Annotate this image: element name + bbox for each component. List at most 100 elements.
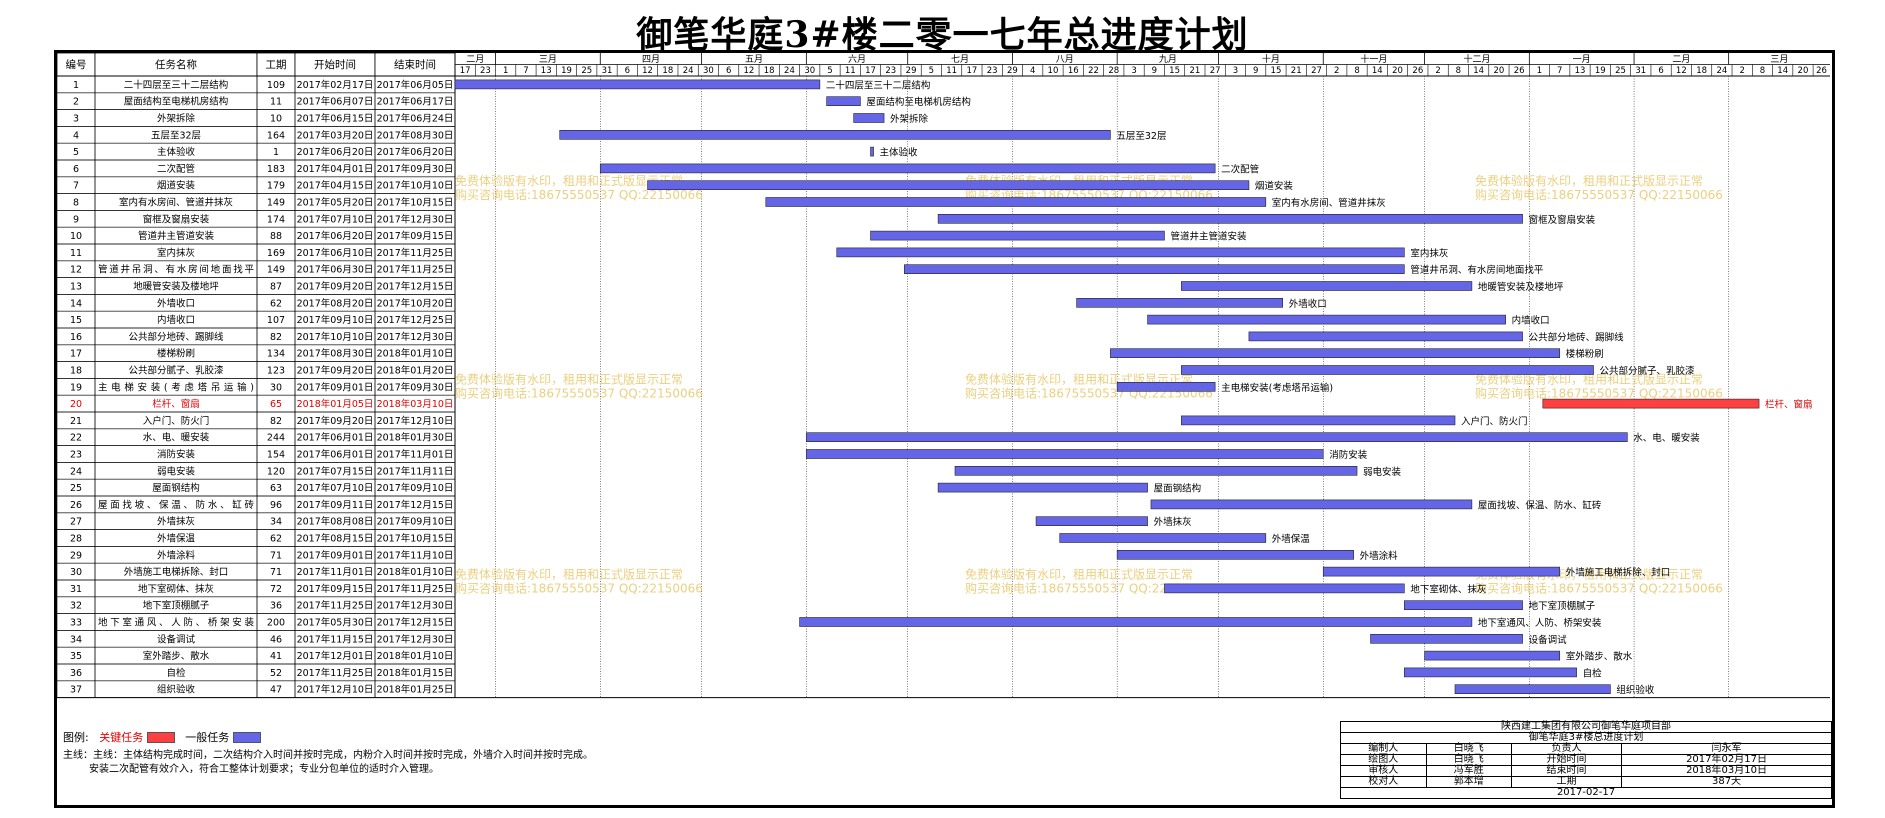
task-bar bbox=[1424, 650, 1561, 661]
task-bar bbox=[1076, 298, 1284, 308]
tick-label: 5 bbox=[827, 66, 832, 76]
task-start: 2017年11月25日 bbox=[297, 667, 374, 679]
task-end: 2017年12月15日 bbox=[377, 617, 454, 629]
bar-label: 自检 bbox=[1583, 667, 1603, 679]
tick-label: 20 bbox=[1798, 66, 1809, 76]
info-cell: 387天 bbox=[1621, 776, 1832, 788]
task-duration: 200 bbox=[267, 618, 285, 629]
info-date: 2017-02-17 bbox=[1340, 787, 1832, 799]
task-bar bbox=[870, 230, 1165, 241]
tick-label: 8 bbox=[1760, 66, 1765, 76]
task-id: 12 bbox=[70, 265, 82, 276]
bar-label: 主电梯安装(考虑塔吊运输) bbox=[1221, 382, 1333, 394]
task-duration: 46 bbox=[270, 634, 282, 645]
task-start: 2017年09月01日 bbox=[297, 549, 374, 561]
info-cell: 审核人 bbox=[1340, 765, 1427, 777]
bar-label: 外架拆除 bbox=[890, 113, 929, 125]
task-duration: 11 bbox=[270, 97, 282, 108]
task-duration: 62 bbox=[270, 298, 282, 309]
watermark-line-2: 购买咨询电话:18675550537 QQ:22150066 bbox=[965, 580, 1213, 595]
info-cell: 绘图人 bbox=[1340, 754, 1427, 766]
info-cell: 白晓飞 bbox=[1425, 754, 1513, 766]
task-id: 10 bbox=[70, 231, 82, 242]
task-bar bbox=[1404, 600, 1523, 611]
bar-label: 室内抹灰 bbox=[1410, 247, 1448, 259]
tick-label: 15 bbox=[1169, 66, 1180, 76]
task-duration: 82 bbox=[270, 416, 282, 427]
tick-label: 4 bbox=[1030, 66, 1035, 76]
task-duration: 36 bbox=[270, 601, 282, 612]
task-duration: 47 bbox=[270, 685, 282, 696]
tick-label: 3 bbox=[1131, 66, 1136, 76]
tick-label: 1 bbox=[503, 66, 508, 76]
task-duration: 34 bbox=[270, 517, 282, 528]
notes-line-2: 安装二次配管有效介入，符合工整体计划要求；专业分包单位的适时介入管理。 bbox=[89, 764, 439, 775]
task-id: 15 bbox=[70, 315, 82, 326]
watermark-line-1: 免费体验版有水印，租用和正式版显示正常 bbox=[1475, 173, 1703, 188]
legend-normal-swatch bbox=[232, 731, 261, 743]
tick-label: 14 bbox=[1777, 66, 1788, 76]
tick-label: 18 bbox=[764, 66, 775, 76]
bar-label: 窗框及窗扇安装 bbox=[1529, 214, 1596, 226]
tick-label: 27 bbox=[1311, 66, 1322, 76]
tick-label: 9 bbox=[1152, 66, 1157, 76]
gantt-frame: 编号 任务名称 工期 开始时间 结束时间 二月 三月 四月 五月 六月 七月 八月 九月 十月 十一月 十二月… bbox=[54, 50, 1835, 808]
task-end: 2018年01月10日 bbox=[377, 348, 454, 360]
task-name: 外架拆除 bbox=[157, 113, 196, 125]
task-bar bbox=[1248, 331, 1523, 342]
task-id: 28 bbox=[70, 534, 82, 545]
task-end: 2017年09月10日 bbox=[377, 482, 454, 494]
month-label: 二月 bbox=[466, 54, 484, 65]
info-cell: 闫永军 bbox=[1621, 743, 1832, 755]
watermark-line-2: 购买咨询电话:18675550537 QQ:22150066 bbox=[455, 580, 703, 595]
task-duration: 109 bbox=[267, 80, 285, 91]
task-start: 2017年06月20日 bbox=[297, 230, 374, 242]
bar-label: 内墙收口 bbox=[1512, 315, 1550, 327]
task-end: 2017年11月25日 bbox=[377, 583, 454, 595]
task-start: 2017年05月30日 bbox=[297, 617, 374, 629]
task-duration: 134 bbox=[267, 349, 285, 360]
bar-label: 外墙施工电梯拆除、封口 bbox=[1566, 567, 1671, 579]
task-id: 19 bbox=[70, 382, 82, 393]
task-id: 32 bbox=[70, 601, 82, 612]
task-end: 2017年12月30日 bbox=[377, 213, 454, 225]
task-id: 35 bbox=[70, 651, 82, 662]
bar-label: 设备调试 bbox=[1529, 634, 1568, 646]
task-end: 2017年09月30日 bbox=[377, 381, 454, 393]
task-id: 25 bbox=[70, 483, 82, 494]
task-end: 2018年03月10日 bbox=[377, 398, 454, 410]
bar-label: 管道井主管道安装 bbox=[1170, 231, 1247, 243]
task-id: 14 bbox=[70, 298, 82, 309]
legend: 图例: 关键任务 一般任务 bbox=[63, 729, 261, 745]
bar-label: 外墙保温 bbox=[1272, 533, 1311, 545]
task-start: 2017年09月20日 bbox=[297, 415, 374, 427]
task-end: 2017年08月30日 bbox=[377, 129, 454, 141]
watermark-line-1: 免费体验版有水印，租用和正式版显示正常 bbox=[965, 566, 1193, 581]
task-name: 屋面结构至电梯机房结构 bbox=[124, 96, 229, 108]
task-bar bbox=[1370, 633, 1523, 644]
task-start: 2017年06月01日 bbox=[297, 432, 374, 444]
task-end: 2017年06月17日 bbox=[377, 96, 454, 108]
task-duration: 72 bbox=[270, 584, 282, 595]
tick-label: 2 bbox=[1739, 66, 1744, 76]
tick-label: 6 bbox=[625, 66, 630, 76]
task-id: 17 bbox=[70, 349, 82, 360]
task-name: 公共部分地砖、踢脚线 bbox=[128, 331, 224, 343]
bar-label: 五层至32层 bbox=[1116, 131, 1166, 142]
month-label: 十二月 bbox=[1463, 53, 1490, 65]
task-end: 2017年10月15日 bbox=[377, 197, 454, 209]
task-end: 2017年12月15日 bbox=[377, 499, 454, 511]
bar-label: 公共部分腻子、乳胶漆 bbox=[1600, 365, 1696, 377]
tick-label: 21 bbox=[1291, 66, 1302, 76]
tick-label: 2 bbox=[1435, 66, 1440, 76]
task-start: 2017年06月30日 bbox=[297, 264, 374, 276]
task-duration: 244 bbox=[267, 433, 285, 444]
task-name: 组织验收 bbox=[157, 684, 196, 696]
task-name: 地下室通风、人防、桥架安装 bbox=[98, 617, 254, 629]
bar-label: 地暖管安装及楼地坪 bbox=[1478, 281, 1564, 293]
legend-critical-swatch bbox=[146, 731, 175, 743]
task-start: 2017年12月10日 bbox=[297, 684, 374, 696]
task-id: 8 bbox=[73, 198, 79, 209]
task-bar bbox=[647, 180, 1250, 190]
task-duration: 149 bbox=[267, 198, 285, 209]
